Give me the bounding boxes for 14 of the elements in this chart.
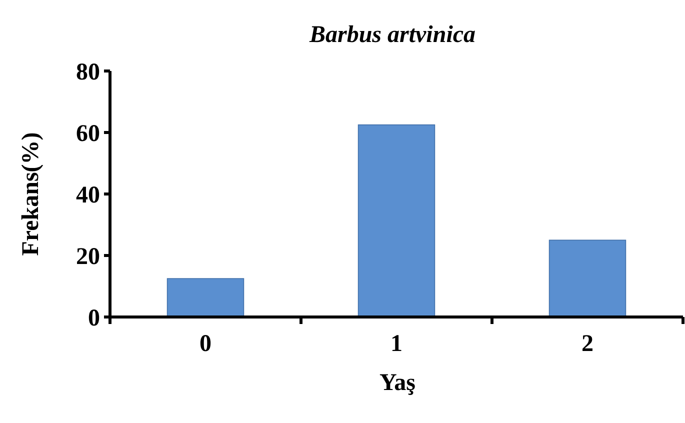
y-axis-title: Frekans(%) [18, 132, 44, 256]
y-tick-label: 20 [76, 244, 100, 270]
x-tick-label: 1 [390, 331, 402, 357]
bar [166, 278, 244, 318]
chart-title: Barbus artvinica [308, 22, 476, 48]
y-tick-label: 60 [76, 120, 100, 147]
y-tick-label: 40 [76, 182, 100, 208]
x-tick-label: 0 [200, 331, 212, 357]
x-axis-title: Yaş [379, 370, 416, 396]
bar [358, 124, 436, 318]
bar [548, 240, 626, 318]
x-tick-label: 2 [582, 331, 594, 357]
y-tick-label: 80 [76, 59, 100, 86]
y-tick-label: 0 [88, 305, 100, 332]
